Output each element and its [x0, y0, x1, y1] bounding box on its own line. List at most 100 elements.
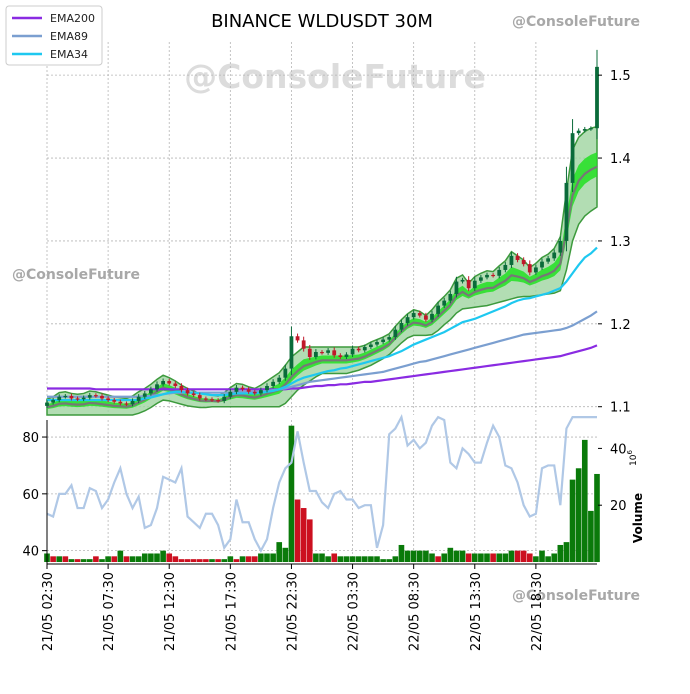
x-tick-label-1: 21/05 07:30 — [102, 572, 117, 651]
legend-label-ema200: EMA200 — [50, 12, 95, 25]
volume-bar-65 — [441, 553, 448, 562]
candle-body-34 — [252, 391, 257, 394]
candle-body-50 — [350, 348, 355, 355]
candle-body-10 — [106, 398, 111, 401]
volume-bar-25 — [196, 559, 203, 562]
candle-body-44 — [313, 352, 318, 357]
candle-body-74 — [497, 269, 502, 276]
oscillator-tick-label-0: 40 — [22, 545, 39, 560]
candle-body-28 — [216, 400, 221, 402]
candle-body-87 — [576, 130, 581, 134]
price-tick-label-0: 1.1 — [610, 401, 631, 416]
legend-label-ema34: EMA34 — [50, 48, 88, 61]
legend-box — [5, 5, 103, 66]
volume-bar-67 — [453, 550, 460, 562]
volume-bar-70 — [471, 553, 478, 562]
volume-bar-9 — [99, 559, 105, 562]
volume-bar-73 — [490, 553, 496, 562]
candle-body-86 — [570, 133, 575, 183]
candle-body-65 — [442, 300, 447, 306]
candle-body-88 — [582, 129, 587, 131]
price-tick-label-3: 1.4 — [610, 152, 631, 167]
volume-bar-4 — [68, 559, 75, 562]
watermark-bottom-right: @ConsoleFuture — [512, 588, 640, 604]
candle-body-77 — [515, 255, 520, 260]
volume-bar-81 — [539, 550, 545, 562]
candle-body-67 — [454, 281, 459, 294]
volume-bar-12 — [117, 550, 124, 562]
watermark-center: @ConsoleFuture — [184, 57, 486, 96]
x-tick-label-8: 22/05 18:30 — [530, 572, 545, 651]
candle-body-30 — [228, 391, 233, 397]
candle-body-51 — [356, 348, 361, 351]
volume-bar-28 — [215, 559, 221, 562]
candle-body-35 — [258, 390, 263, 394]
volume-bar-3 — [62, 556, 69, 562]
candlestick-series — [45, 49, 599, 409]
candle-body-71 — [478, 277, 483, 281]
watermark-layer: @ConsoleFuture @ConsoleFuture @ConsoleFu… — [12, 14, 640, 604]
candle-body-68 — [460, 279, 465, 282]
candle-body-4 — [69, 395, 74, 399]
candle-body-72 — [485, 274, 489, 278]
volume-bar-59 — [404, 550, 411, 562]
volume-bar-84 — [557, 544, 564, 562]
volume-bar-83 — [551, 553, 558, 562]
chart-title: BINANCE WLDUSDT 30M — [211, 11, 433, 32]
candle-body-15 — [136, 396, 141, 401]
price-tick-label-1: 1.2 — [610, 318, 631, 333]
candle-body-90 — [595, 66, 599, 129]
price-tick-label-4: 1.5 — [610, 69, 631, 84]
candle-body-39 — [283, 368, 288, 378]
volume-bar-26 — [203, 559, 209, 562]
candle-body-32 — [240, 387, 245, 390]
candle-body-69 — [466, 279, 471, 289]
volume-bar-8 — [93, 556, 99, 562]
candle-body-19 — [161, 381, 166, 385]
candle-body-5 — [75, 398, 80, 400]
x-tick-label-2: 21/05 12:30 — [163, 572, 178, 651]
x-tick-label-4: 21/05 22:30 — [285, 572, 300, 651]
volume-bar-77 — [514, 550, 521, 562]
candle-body-31 — [234, 387, 239, 392]
volume-axis-label: Volume — [631, 493, 645, 543]
volume-bar-80 — [533, 556, 539, 562]
volume-bar-32 — [239, 556, 246, 562]
volume-bar-2 — [56, 556, 63, 562]
volume-bar-46 — [325, 556, 331, 562]
candle-body-6 — [81, 397, 86, 400]
candle-body-7 — [87, 395, 92, 398]
volume-bar-40 — [288, 425, 295, 562]
volume-bar-7 — [86, 559, 93, 562]
candle-body-9 — [100, 395, 104, 399]
volume-bar-71 — [478, 553, 484, 562]
candle-body-2 — [57, 396, 62, 401]
candle-body-70 — [472, 280, 477, 289]
x-tick-label-5: 22/05 03:30 — [347, 572, 362, 651]
volume-bar-64 — [435, 556, 441, 562]
candle-body-12 — [118, 401, 123, 404]
candle-body-53 — [368, 344, 373, 348]
volume-bar-38 — [276, 542, 283, 562]
volume-bar-90 — [594, 473, 600, 562]
volume-bar-79 — [526, 553, 533, 562]
candle-body-89 — [588, 128, 593, 130]
candle-body-84 — [558, 240, 563, 253]
volume-bar-43 — [306, 519, 313, 562]
candle-body-61 — [417, 313, 422, 316]
volume-bar-88 — [581, 439, 588, 562]
candle-body-41 — [295, 336, 300, 341]
candle-body-48 — [338, 355, 343, 357]
candle-body-55 — [381, 339, 386, 343]
volume-bar-63 — [429, 553, 435, 562]
volume-bar-52 — [361, 556, 368, 562]
candle-body-29 — [222, 396, 227, 401]
volume-bar-17 — [148, 553, 154, 562]
volume-bar-48 — [337, 556, 344, 562]
volume-bar-62 — [423, 550, 429, 562]
volume-bar-11 — [111, 556, 118, 562]
volume-bar-39 — [282, 547, 289, 562]
volume-bar-49 — [343, 556, 350, 562]
oscillator-tick-label-1: 60 — [22, 488, 39, 503]
candle-body-16 — [142, 393, 147, 397]
